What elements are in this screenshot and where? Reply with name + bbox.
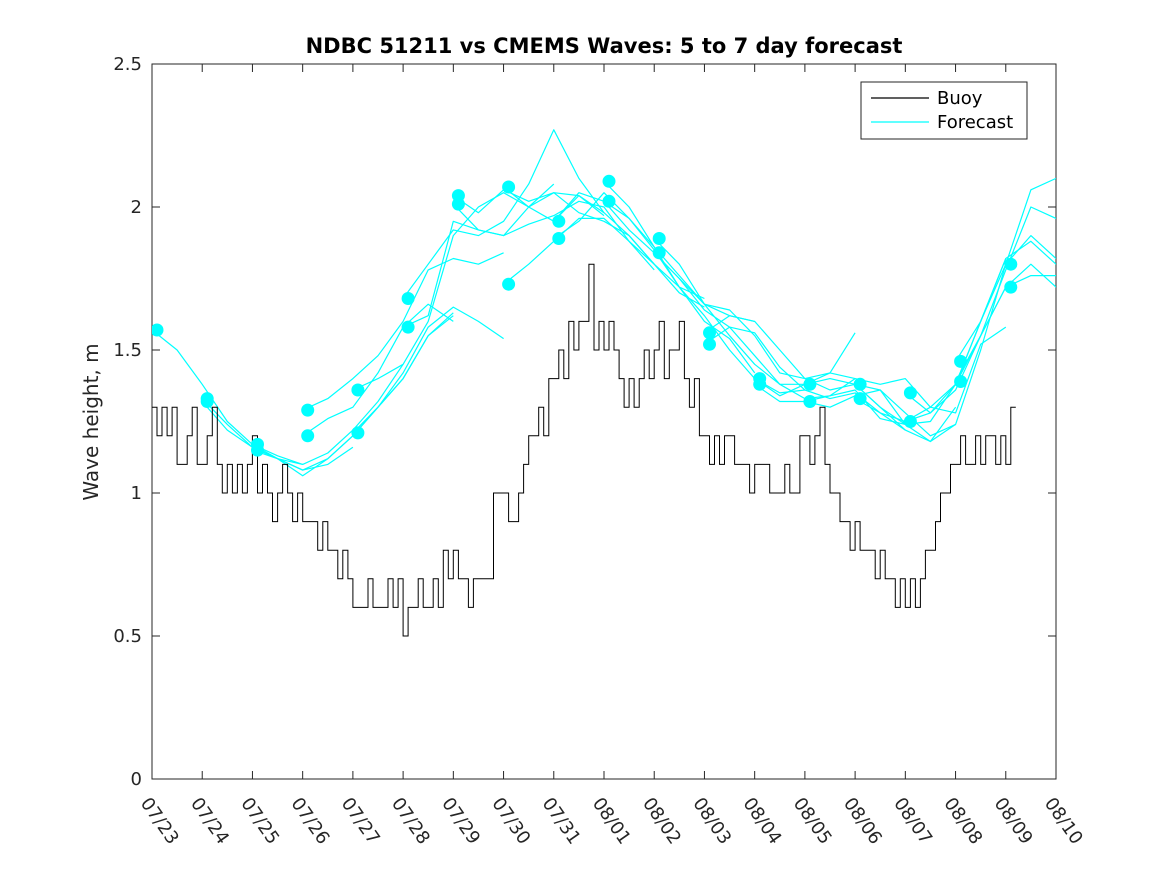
forecast-line [804,326,1007,414]
forecast-line [503,217,705,300]
forecast-line [402,129,605,299]
forecast-marker [903,386,917,400]
forecast-marker [251,443,264,457]
forecast-line [352,315,454,434]
forecast-marker [502,180,516,194]
y-axis-label: Wave height, m [79,343,103,500]
y-tick-label: 2.5 [113,54,142,75]
forecast-marker [1004,280,1018,294]
forecast-marker [301,429,315,443]
forecast-marker [552,232,566,245]
forecast-marker [652,232,666,245]
y-tick-label: 1.5 [113,340,142,361]
legend-label: Buoy [937,88,983,109]
y-tick-label: 1 [131,483,142,504]
forecast-line [653,252,856,400]
forecast-marker [652,246,666,260]
forecast-line [302,303,454,437]
forecast-marker [401,320,415,334]
forecast-marker [853,392,867,406]
legend: Buoy Forecast [860,81,1028,140]
y-tick-label: 0 [131,769,142,790]
forecast-marker [602,174,616,188]
forecast-line [854,206,1056,423]
buoy-line [152,263,1016,637]
forecast-marker [451,197,465,211]
forecast-marker [401,292,415,305]
forecast-marker [552,214,566,228]
forecast-line [704,326,906,431]
forecast-line [503,186,705,308]
forecast-marker [351,383,365,397]
forecast-line [854,177,1056,443]
chart-title: NDBC 51211 vs CMEMS Waves: 5 to 7 day fo… [306,34,903,58]
forecast-marker [753,377,767,391]
forecast-marker [954,354,968,368]
forecast-marker [301,403,315,417]
forecast-marker [853,377,867,391]
forecast-marker [152,323,164,337]
forecast-marker [703,326,716,340]
y-tick-label: 2 [131,197,142,218]
series-group [152,129,1056,637]
legend-label: Forecast [937,112,1013,133]
forecast-marker [602,194,616,208]
forecast-marker [351,426,365,440]
forecast-line [452,200,655,271]
forecast-line [201,363,404,465]
y-tick-label: 0.5 [113,626,142,647]
legend-box [860,81,1028,140]
forecast-marker [803,395,817,408]
forecast-marker [703,337,716,351]
forecast-line [302,252,504,411]
forecast-marker [1004,257,1018,271]
forecast-line [152,329,303,465]
forecast-marker [903,415,917,428]
forecast-line [653,238,856,380]
forecast-marker [803,377,817,391]
forecast-line [603,200,805,394]
forecast-marker [200,395,214,408]
forecast-marker [502,277,516,291]
forecast-line [352,183,555,391]
forecast-marker [954,375,968,388]
